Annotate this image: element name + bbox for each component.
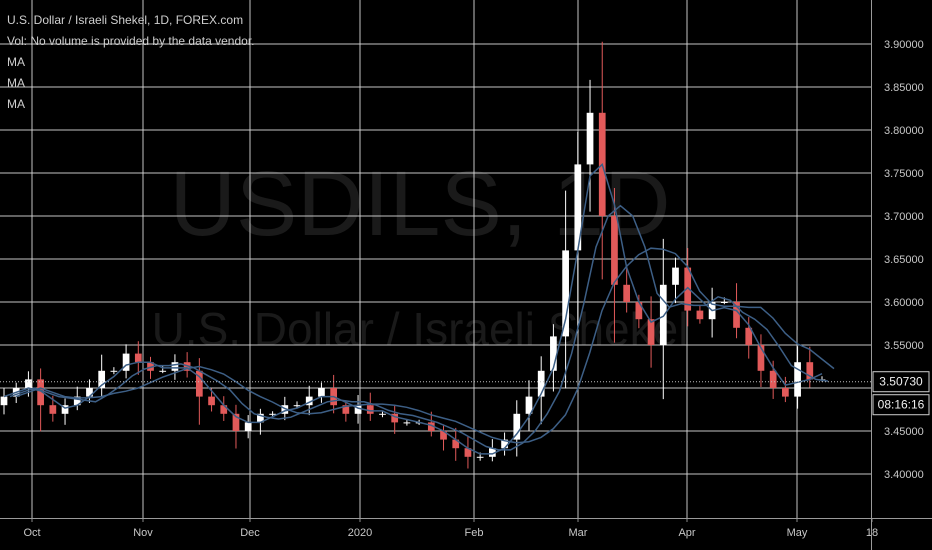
- x-tick-label: Apr: [678, 527, 695, 539]
- candle-body: [745, 327, 753, 345]
- candle-body: [0, 396, 8, 406]
- y-tick-label: 3.65000: [884, 254, 924, 266]
- candle-body: [501, 439, 508, 449]
- x-tick-label: Nov: [133, 527, 153, 539]
- candle-body: [733, 302, 740, 328]
- candle-body: [110, 370, 118, 372]
- bar-countdown-badge: [872, 394, 930, 416]
- candle-body: [647, 319, 655, 345]
- y-tick-label: 3.60000: [884, 297, 924, 309]
- candle-body: [244, 422, 252, 431]
- last-price-badge: [872, 371, 930, 393]
- candle-body: [354, 405, 362, 414]
- x-tick-label: May: [787, 527, 808, 539]
- candle-body: [98, 370, 106, 388]
- candle-body: [696, 310, 704, 320]
- legend-ma3[interactable]: MA: [7, 97, 25, 111]
- legend-ma2[interactable]: MA: [7, 76, 25, 90]
- y-tick-label: 3.70000: [884, 211, 924, 223]
- candle-body: [391, 413, 399, 423]
- watermark-description: U.S. Dollar / Israeli Shekel: [152, 303, 689, 355]
- legend-ma1[interactable]: MA: [7, 55, 25, 69]
- y-tick-label: 3.55000: [884, 340, 924, 352]
- candle-body: [672, 267, 679, 285]
- y-tick-label: 3.45000: [884, 426, 924, 438]
- candle-body: [782, 388, 789, 397]
- x-tick-label: Oct: [23, 527, 40, 539]
- x-tick-label: Mar: [569, 527, 588, 539]
- y-tick-label: 3.75000: [884, 168, 924, 180]
- candle-body: [208, 396, 215, 406]
- candle-body: [623, 284, 631, 302]
- candle-body: [379, 413, 386, 415]
- candle-body: [452, 439, 460, 449]
- candle-body: [366, 405, 374, 414]
- candle-body: [562, 250, 569, 337]
- candle-body: [25, 379, 32, 388]
- x-tick-label: 2020: [348, 527, 372, 539]
- candle-body: [195, 370, 203, 397]
- candle-body: [476, 456, 484, 458]
- legend-symbol-line[interactable]: U.S. Dollar / Israeli Shekel, 1D, FOREX.…: [7, 13, 244, 27]
- candle-body: [342, 405, 350, 414]
- x-tick-label: Dec: [240, 527, 260, 539]
- candle-body: [403, 422, 411, 424]
- last-price-value: 3.50730: [879, 375, 923, 389]
- candle-body: [269, 413, 276, 415]
- candle-body: [220, 405, 228, 414]
- candle-body: [659, 284, 667, 345]
- candle-body: [37, 379, 44, 406]
- legend-volume-line[interactable]: Vol: No volume is provided by the data v…: [7, 34, 255, 48]
- candle-body: [147, 362, 154, 371]
- watermark-symbol: USDILS, 1D: [169, 153, 670, 255]
- candle-body: [440, 431, 447, 440]
- candle-body: [49, 405, 57, 414]
- candle-body: [537, 370, 545, 397]
- moving-average-line-2: [9, 204, 829, 451]
- candle-body: [684, 267, 692, 311]
- candle-body: [586, 112, 594, 165]
- candle-body: [257, 413, 264, 423]
- candle-body: [171, 362, 179, 371]
- candle-body: [635, 302, 643, 320]
- candle-body: [806, 362, 814, 380]
- y-tick-label: 3.80000: [884, 125, 924, 137]
- candle-body: [232, 413, 240, 431]
- candle-body: [489, 448, 496, 457]
- candle-body: [611, 216, 618, 285]
- candle-body: [427, 422, 435, 431]
- moving-average-line-3: [15, 247, 835, 444]
- candle-body: [794, 362, 801, 397]
- candle-body: [293, 405, 301, 407]
- candle-body: [720, 302, 728, 303]
- candle-body: [183, 362, 191, 371]
- candle-body: [464, 448, 472, 457]
- candle-body: [550, 336, 557, 371]
- candle-body: [769, 370, 777, 388]
- y-tick-label: 3.40000: [884, 469, 924, 481]
- y-tick-label: 3.85000: [884, 82, 924, 94]
- candle-body: [513, 413, 521, 440]
- candle-body: [525, 396, 533, 414]
- candle-body: [574, 164, 582, 251]
- candle-body: [73, 396, 81, 406]
- candle-body: [86, 388, 93, 397]
- candle-body: [281, 405, 289, 414]
- candle-body: [61, 405, 69, 414]
- chart-legend: U.S. Dollar / Israeli Shekel, 1D, FOREX.…: [7, 10, 254, 115]
- candle-body: [305, 396, 313, 406]
- candle-body: [318, 388, 325, 397]
- candle-body: [134, 353, 142, 363]
- candle-body: [122, 353, 130, 371]
- candle-body: [159, 370, 167, 372]
- moving-average-line-1: [3, 163, 823, 455]
- x-tick-label: Feb: [465, 527, 484, 539]
- bar-countdown-value: 08:16:16: [878, 398, 925, 412]
- candle-body: [757, 345, 765, 371]
- y-tick-label: 3.90000: [884, 39, 924, 51]
